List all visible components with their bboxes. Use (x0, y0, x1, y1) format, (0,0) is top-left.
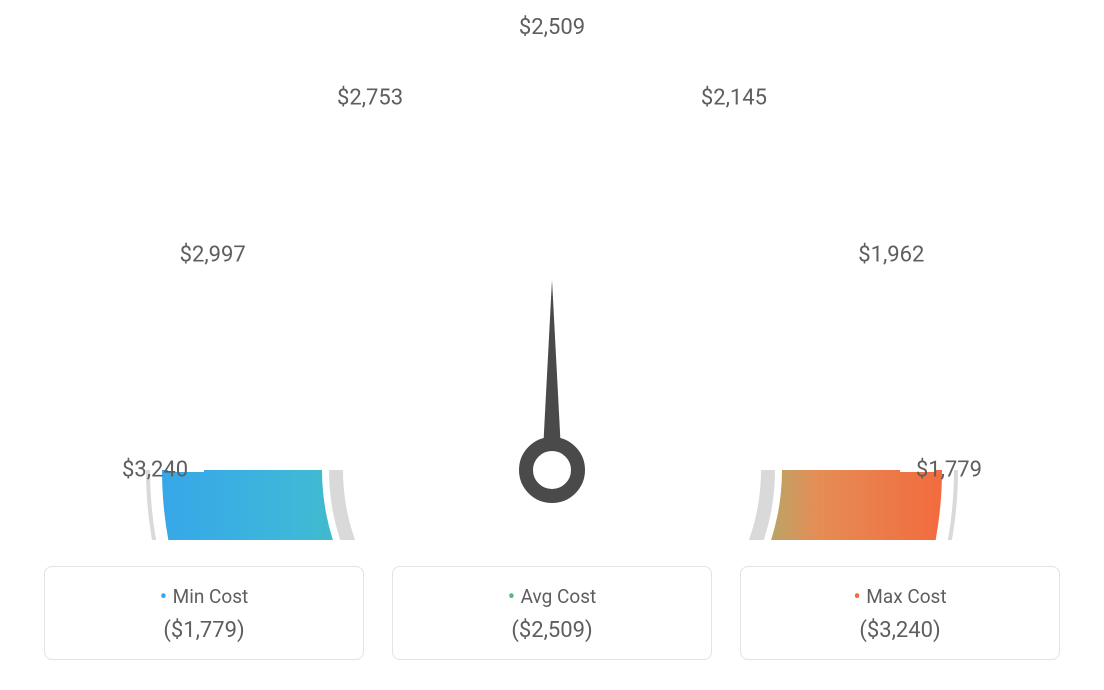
max-cost-card: Max Cost ($3,240) (740, 566, 1060, 660)
gauge-tick-label: $1,779 (916, 458, 982, 483)
gauge-tick-label: $2,509 (519, 15, 585, 40)
min-cost-card: Min Cost ($1,779) (44, 566, 364, 660)
avg-cost-card: Avg Cost ($2,509) (392, 566, 712, 660)
gauge-tick-label: $2,753 (337, 85, 403, 110)
avg-cost-label: Avg Cost (393, 585, 711, 610)
min-cost-value: ($1,779) (45, 618, 363, 643)
gauge-chart: $1,779$1,962$2,145$2,509$2,753$2,997$3,2… (102, 40, 1002, 520)
gauge-svg (102, 40, 1002, 540)
min-cost-label: Min Cost (45, 585, 363, 610)
gauge-tick-label: $2,145 (701, 85, 767, 110)
gauge-tick-label: $2,997 (180, 243, 246, 268)
avg-cost-value: ($2,509) (393, 618, 711, 643)
gauge-tick-label: $3,240 (122, 458, 188, 483)
max-cost-label: Max Cost (741, 585, 1059, 610)
gauge-tick-label: $1,962 (858, 243, 924, 268)
max-cost-value: ($3,240) (741, 618, 1059, 643)
summary-cards: Min Cost ($1,779) Avg Cost ($2,509) Max … (44, 566, 1060, 660)
